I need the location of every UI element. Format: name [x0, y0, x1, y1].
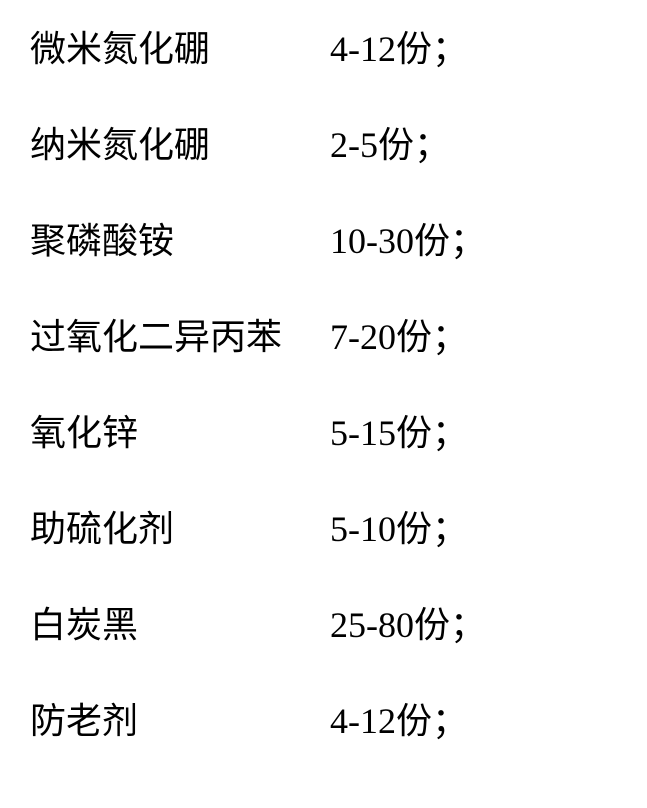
- table-row: 防老剂 4-12份；: [30, 692, 617, 744]
- ingredient-amount: 2-5份；: [330, 116, 450, 168]
- ingredient-label: 纳米氮化硼: [30, 116, 330, 168]
- table-row: 聚磷酸铵 10-30份；: [30, 212, 617, 264]
- table-row: 微米氮化硼 4-12份；: [30, 20, 617, 72]
- ingredient-amount: 5-10份；: [330, 500, 468, 552]
- ingredient-label: 过氧化二异丙苯: [30, 308, 330, 360]
- ingredient-list: 微米氮化硼 4-12份； 纳米氮化硼 2-5份； 聚磷酸铵 10-30份； 过氧…: [0, 0, 647, 808]
- ingredient-label: 防老剂: [30, 692, 330, 744]
- ingredient-label: 助硫化剂: [30, 500, 330, 552]
- ingredient-label: 氧化锌: [30, 404, 330, 456]
- ingredient-label: 白炭黑: [30, 596, 330, 648]
- ingredient-amount: 4-12份；: [330, 20, 468, 72]
- ingredient-amount: 10-30份；: [330, 212, 486, 264]
- ingredient-label: 微米氮化硼: [30, 20, 330, 72]
- ingredient-label: 聚磷酸铵: [30, 212, 330, 264]
- ingredient-amount: 25-80份；: [330, 596, 486, 648]
- table-row: 纳米氮化硼 2-5份；: [30, 116, 617, 168]
- table-row: 助硫化剂 5-10份；: [30, 500, 617, 552]
- ingredient-amount: 5-15份；: [330, 404, 468, 456]
- table-row: 过氧化二异丙苯 7-20份；: [30, 308, 617, 360]
- table-row: 氧化锌 5-15份；: [30, 404, 617, 456]
- ingredient-amount: 7-20份；: [330, 308, 468, 360]
- ingredient-amount: 4-12份；: [330, 692, 468, 744]
- table-row: 白炭黑 25-80份；: [30, 596, 617, 648]
